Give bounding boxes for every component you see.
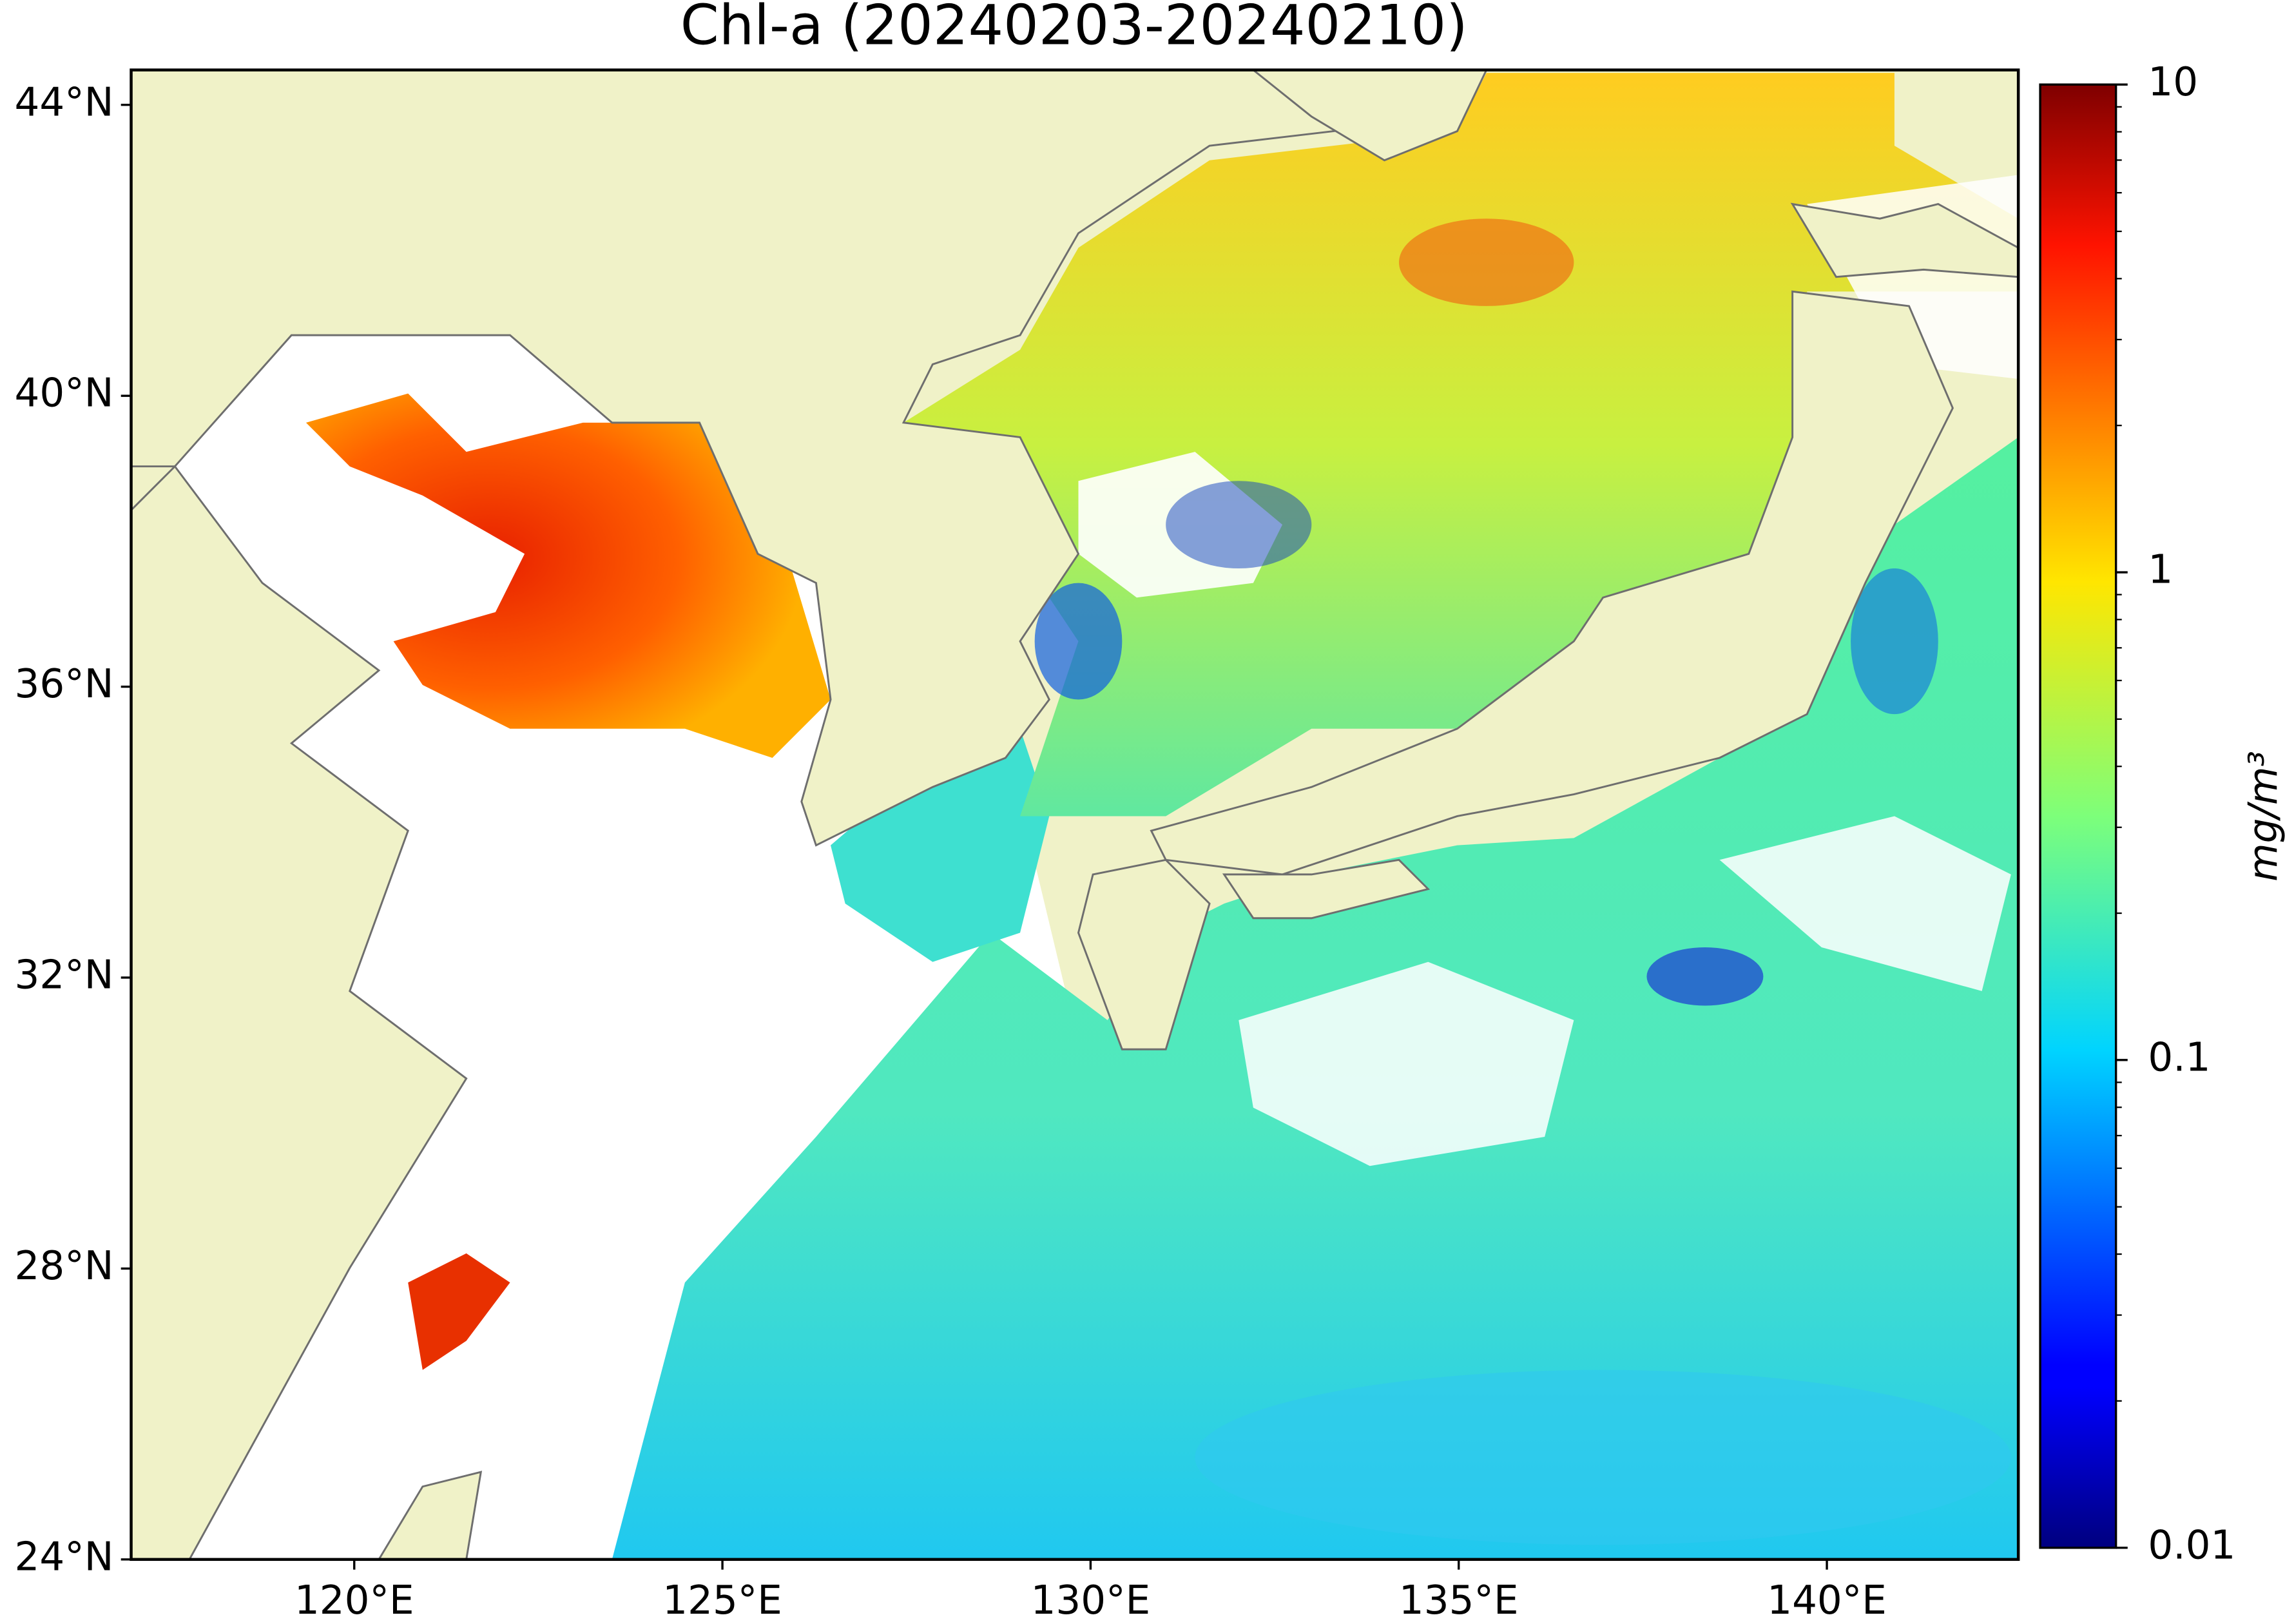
low-chl-patch [1646,947,1764,1006]
y-tick-label: 28°N [15,1243,114,1289]
map-title: Chl-a (20240203-20240210) [680,0,1468,58]
x-tick-label: 120°E [294,1578,414,1623]
map-layer [131,70,2019,1560]
colorbar-tick-label: 1 [2148,547,2173,593]
kyushu [1077,858,1211,1050]
map-frame [130,68,2020,1561]
colorbar-tick-label: 0.01 [2148,1522,2235,1568]
y-tick-label: 32°N [15,952,114,998]
yellow-sea [305,393,831,758]
low-chl-patch [1166,481,1312,568]
colorbar-tick-label: 0.1 [2148,1034,2210,1080]
tsushima-strait [831,728,1050,962]
colorbar-label: mg/m³ [2241,751,2285,882]
cloud-patch [1239,962,1574,1166]
hokkaido [1790,202,2019,278]
x-tick-label: 130°E [1031,1578,1151,1623]
y-tick-label: 44°N [15,79,114,125]
colorbar-tick-label: 10 [2148,59,2198,105]
ocean-shade [1195,1369,2011,1545]
shikoku [1222,858,1431,920]
y-tick-label: 36°N [15,661,114,707]
x-tick-label: 125°E [662,1578,782,1623]
russia-coast [1251,70,1488,162]
y-tick-label: 40°N [15,371,114,416]
x-tick-label: 140°E [1767,1578,1887,1623]
cloud-patch [1719,816,2011,991]
coastal-bloom [408,1253,510,1370]
china-coast [131,465,468,1560]
low-chl-patch [1034,583,1123,700]
y-tick-label: 24°N [15,1534,114,1580]
sea-of-japan [903,73,2019,817]
high-chl-patch [1399,218,1574,306]
colorbar [2039,83,2117,1549]
low-chl-patch [1851,568,1938,715]
x-tick-label: 135°E [1399,1578,1519,1623]
taiwan [378,1471,483,1560]
